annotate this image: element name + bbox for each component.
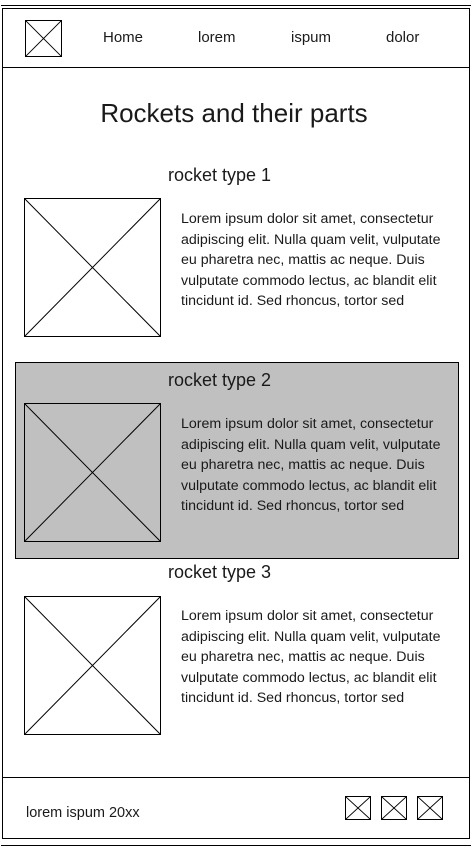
outer-frame-top-line — [1, 5, 471, 6]
section-title: rocket type 3 — [168, 562, 272, 582]
footer-divider — [2, 777, 470, 778]
social-icon-3[interactable] — [417, 796, 443, 820]
outer-frame-bottom-line — [1, 845, 471, 846]
top-nav: Home lorem ispum dolor — [2, 8, 470, 68]
footer-copyright: lorem ispum 20xx — [26, 805, 140, 821]
rocket-image-placeholder-icon — [24, 596, 161, 735]
nav-link-lorem[interactable]: lorem — [198, 29, 236, 46]
section-body-text: Lorem ipsum dolor sit amet, consectetur … — [181, 608, 441, 706]
social-icon-2[interactable] — [381, 796, 407, 820]
logo-image-placeholder-icon[interactable] — [25, 20, 62, 57]
section-title: rocket type 1 — [168, 165, 272, 185]
section-body-text: Lorem ipsum dolor sit amet, consectetur … — [181, 416, 441, 514]
page-frame — [2, 8, 470, 839]
page-title: Rockets and their parts — [100, 98, 368, 128]
nav-link-ispum[interactable]: ispum — [291, 29, 332, 46]
rocket-image-placeholder-icon — [24, 403, 161, 542]
social-icon-1[interactable] — [345, 796, 371, 820]
highlighted-section-background[interactable] — [15, 362, 459, 559]
rocket-image-placeholder-icon — [24, 198, 161, 337]
section-title: rocket type 2 — [168, 370, 272, 390]
section-body-text: Lorem ipsum dolor sit amet, consectetur … — [181, 211, 441, 309]
nav-link-dolor[interactable]: dolor — [386, 29, 420, 46]
nav-link-home[interactable]: Home — [103, 29, 144, 46]
